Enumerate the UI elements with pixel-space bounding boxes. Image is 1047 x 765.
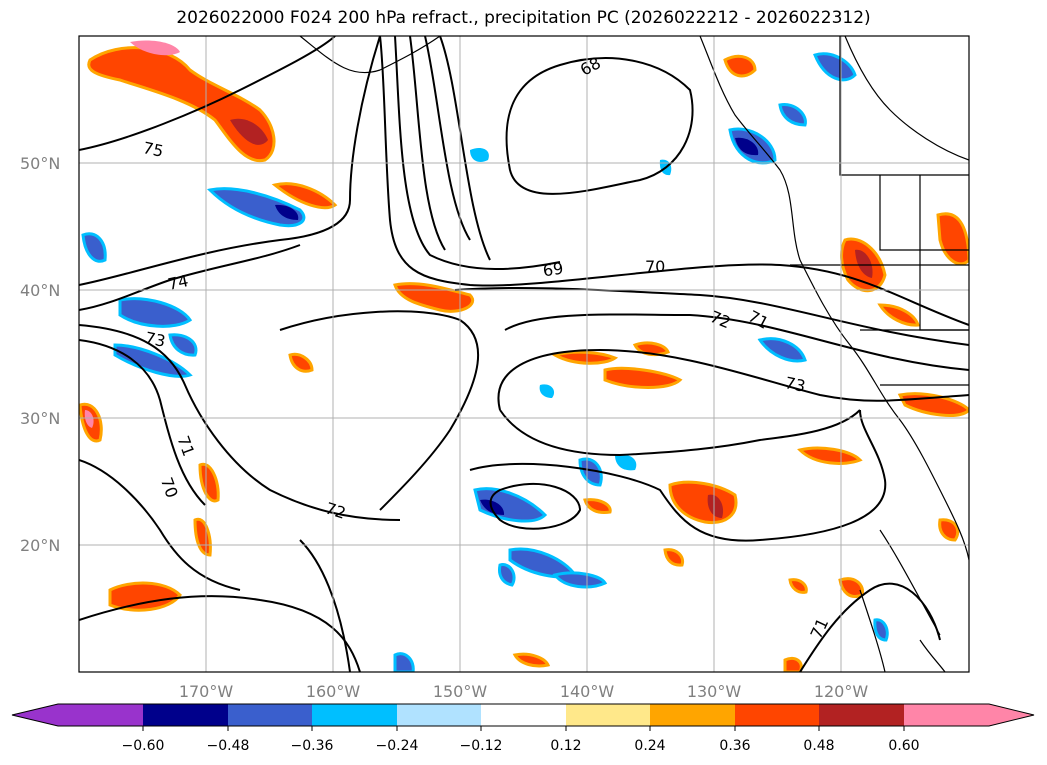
colorbar-bin (904, 704, 989, 726)
lat-label: 30°N (20, 409, 60, 428)
colorbar-tick-label: 0.24 (634, 738, 665, 754)
colorbar-extend-low (12, 704, 58, 726)
lon-label: 150°W (433, 682, 488, 701)
colorbar-tick-label: 0.36 (719, 738, 750, 754)
lon-label: 160°W (306, 682, 361, 701)
latitude-labels: 50°N 40°N 30°N 20°N (20, 154, 60, 555)
contour-label: 73 (143, 328, 167, 351)
colorbar: −0.60 −0.48 −0.36 −0.24 −0.12 0.12 0.24 … (11, 703, 1035, 754)
colorbar-tick-label: −0.24 (376, 738, 419, 754)
lon-label: 130°W (687, 682, 742, 701)
colorbar-tick-label: −0.36 (291, 738, 334, 754)
precip-positive-areas (79, 40, 969, 672)
colorbar-extend-high (989, 704, 1034, 726)
colorbar-tick-label: 0.12 (550, 738, 581, 754)
colorbar-tick-label: 0.48 (803, 738, 834, 754)
lat-label: 50°N (20, 154, 60, 173)
colorbar-outline (11, 703, 1035, 727)
colorbar-bin (650, 704, 735, 726)
refractivity-contours (79, 36, 969, 672)
colorbar-bin (228, 704, 312, 726)
longitude-labels: 170°W 160°W 150°W 140°W 130°W 120°W (179, 682, 869, 701)
map-frame (78, 35, 970, 673)
colorbar-tick-label: −0.48 (207, 738, 250, 754)
contour-label: 75 (141, 138, 165, 161)
lat-label: 40°N (20, 281, 60, 300)
colorbar-bin (58, 704, 143, 726)
lon-label: 120°W (814, 682, 869, 701)
map-area (79, 36, 969, 672)
lat-label: 20°N (20, 536, 60, 555)
contour-label: 73 (783, 373, 807, 396)
graticule (79, 36, 969, 672)
colorbar-tick-label: −0.60 (122, 738, 165, 754)
colorbar-bin (819, 704, 904, 726)
contour-label: 74 (166, 271, 190, 294)
colorbar-tick-label: −0.12 (460, 738, 503, 754)
lon-label: 170°W (179, 682, 234, 701)
map-title: 2026022000 F024 200 hPa refract., precip… (176, 8, 871, 28)
colorbar-bin (397, 704, 481, 726)
precip-negative-areas (81, 52, 889, 672)
colorbar-bin (143, 704, 228, 726)
coastlines (299, 36, 969, 672)
colorbar-ticks (142, 726, 905, 731)
colorbar-bin (312, 704, 397, 726)
contour-label: 69 (542, 259, 565, 281)
contour-label: 70 (645, 257, 665, 276)
colorbar-bin (735, 704, 819, 726)
lon-label: 140°W (560, 682, 615, 701)
colorbar-bin (566, 704, 650, 726)
colorbar-bin (481, 704, 566, 726)
colorbar-tick-label: 0.60 (888, 738, 919, 754)
